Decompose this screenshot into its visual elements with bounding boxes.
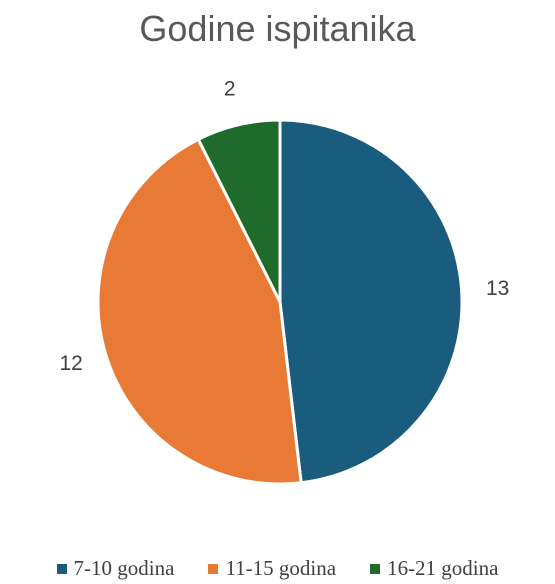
- legend-item: 7-10 godina: [56, 556, 175, 581]
- legend-label: 7-10 godina: [73, 556, 175, 580]
- pie-slice-3: [196, 118, 282, 304]
- legend-swatch-icon: [208, 563, 219, 574]
- data-label-1: 13: [486, 277, 509, 300]
- legend-swatch-icon: [370, 563, 381, 574]
- legend-item: 16-21 godina: [370, 556, 498, 581]
- legend-swatch-icon: [56, 563, 67, 574]
- chart-title: Godine ispitanika: [139, 8, 416, 49]
- legend-label: 16-21 godina: [387, 556, 499, 580]
- pie-slice-2: [96, 137, 303, 486]
- pie-slice-1: [278, 118, 464, 485]
- data-label-2: 12: [59, 352, 82, 375]
- data-label-3: 2: [224, 77, 236, 100]
- legend-item: 11-15 godina: [208, 556, 336, 581]
- legend: 7-10 godina 11-15 godina 16-21 godina: [0, 556, 555, 581]
- legend-label: 11-15 godina: [225, 556, 337, 580]
